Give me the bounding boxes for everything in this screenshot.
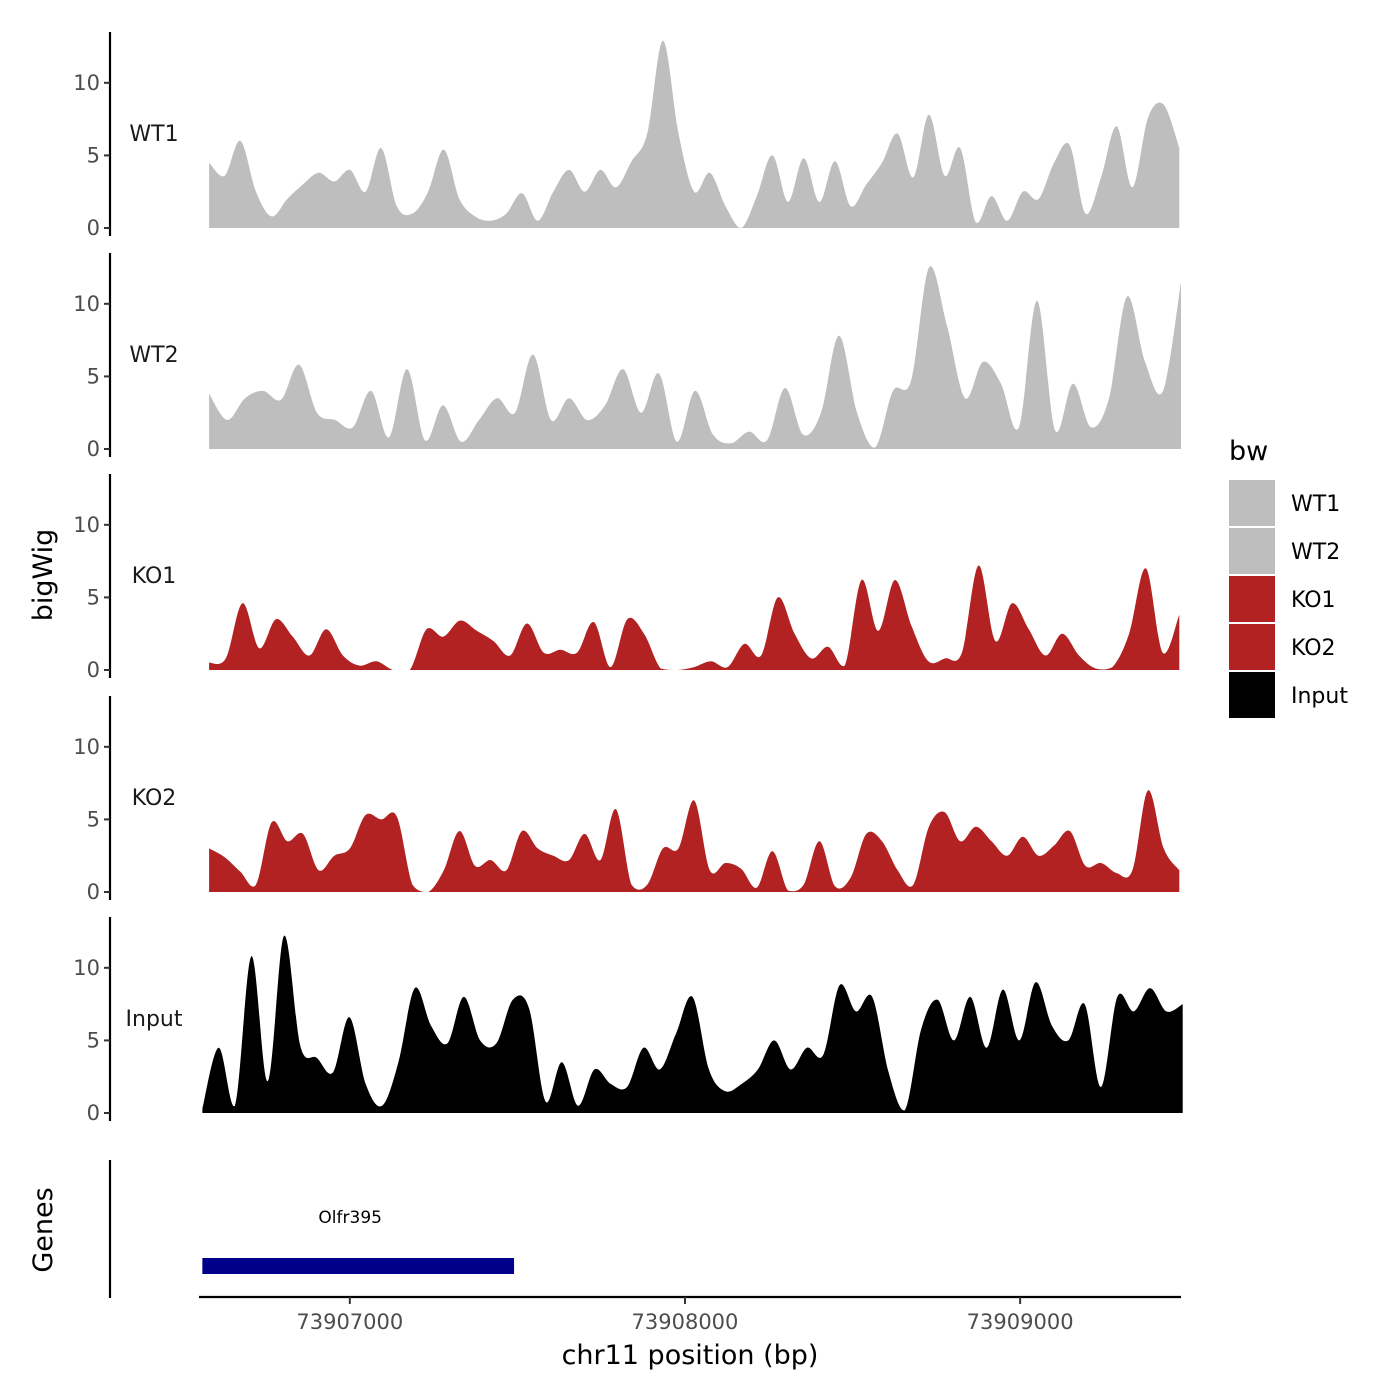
legend-label-wt2: WT2 bbox=[1291, 540, 1340, 565]
x-axis: 73907000 73908000 73909000 bbox=[199, 1295, 1181, 1334]
legend-key-wt1 bbox=[1229, 480, 1275, 526]
legend-label-ko1: KO1 bbox=[1291, 588, 1336, 613]
legend-key-input bbox=[1229, 672, 1275, 718]
track-label-ko2: KO2 bbox=[132, 786, 177, 811]
track-label-input: Input bbox=[126, 1007, 183, 1032]
y-tick-label: 0 bbox=[87, 658, 100, 682]
x-tick-label: 73909000 bbox=[967, 1310, 1074, 1334]
y-tick-label: 0 bbox=[87, 880, 100, 904]
track-area-ko1 bbox=[209, 565, 1180, 670]
track-ko1: 0 5 10 KO1 bbox=[73, 474, 1180, 682]
y-tick-label: 10 bbox=[73, 71, 100, 95]
track-label-wt2: WT2 bbox=[129, 343, 178, 368]
gene-label-olfr395: Olfr395 bbox=[318, 1208, 382, 1228]
track-input: 0 5 10 Input bbox=[73, 917, 1183, 1125]
y-tick-label: 5 bbox=[87, 807, 100, 831]
legend-key-wt2 bbox=[1229, 528, 1275, 574]
genes-axis-title: Genes bbox=[28, 1187, 59, 1272]
legend-label-wt1: WT1 bbox=[1291, 492, 1340, 517]
track-ko2: 0 5 10 KO2 bbox=[73, 696, 1180, 904]
track-label-wt1: WT1 bbox=[129, 122, 178, 147]
x-tick-label: 73907000 bbox=[296, 1310, 403, 1334]
x-tick-label: 73908000 bbox=[632, 1310, 739, 1334]
y-tick-label: 10 bbox=[73, 956, 100, 980]
track-area-ko2 bbox=[209, 790, 1180, 892]
legend: WT1 WT2 KO1 KO2 Input bbox=[1229, 480, 1348, 718]
track-area-wt1 bbox=[209, 40, 1180, 229]
legend-title: bw bbox=[1229, 436, 1268, 467]
y-tick-label: 10 bbox=[73, 292, 100, 316]
track-label-ko1: KO1 bbox=[132, 564, 177, 589]
y-tick-label: 10 bbox=[73, 735, 100, 759]
y-tick-label: 0 bbox=[87, 216, 100, 240]
x-axis-title: chr11 position (bp) bbox=[562, 1340, 819, 1371]
legend-key-ko2 bbox=[1229, 624, 1275, 670]
track-wt1: 0 5 10 WT1 bbox=[73, 32, 1180, 240]
legend-label-input: Input bbox=[1291, 684, 1348, 709]
track-area-wt2 bbox=[209, 266, 1182, 449]
y-tick-label: 0 bbox=[87, 437, 100, 461]
y-tick-label: 10 bbox=[73, 513, 100, 537]
legend-label-ko2: KO2 bbox=[1291, 636, 1336, 661]
y-tick-label: 5 bbox=[87, 1028, 100, 1052]
y-tick-label: 5 bbox=[87, 364, 100, 388]
legend-key-ko1 bbox=[1229, 576, 1275, 622]
track-area-input bbox=[202, 935, 1183, 1113]
y-tick-label: 5 bbox=[87, 143, 100, 167]
tracks-panel: 0 5 10 WT1 0 5 10 WT2 0 5 10 KO1 0 5 10 KO2 0 5 10 Input bbox=[73, 32, 1183, 1125]
y-axis-title: bigWig bbox=[28, 529, 59, 622]
y-tick-label: 5 bbox=[87, 585, 100, 609]
y-tick-label: 0 bbox=[87, 1101, 100, 1125]
track-wt2: 0 5 10 WT2 bbox=[73, 253, 1182, 461]
gene-bar-olfr395 bbox=[202, 1258, 515, 1274]
genes-panel: Olfr395 bbox=[108, 1160, 515, 1298]
